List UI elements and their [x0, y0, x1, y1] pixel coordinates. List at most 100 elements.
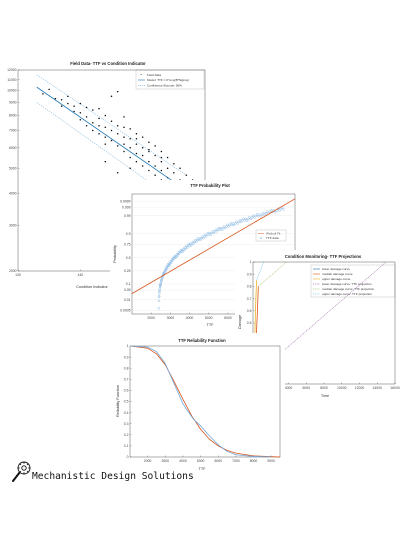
ttf-probability-ylabel: Probability	[113, 245, 117, 263]
field-data-point	[141, 147, 144, 149]
ttf-data-point	[244, 217, 248, 221]
ttf-data-point	[173, 255, 177, 258]
field-data-point	[160, 150, 163, 153]
field-data-point	[148, 160, 150, 163]
empirical-reliability-curve	[129, 345, 272, 458]
ttf-data-point	[234, 222, 237, 225]
legend-label-field-data: Field Data	[147, 73, 161, 77]
ttf-data-point	[209, 233, 213, 236]
ttf-data-point	[157, 295, 161, 298]
ttf-data-point	[169, 260, 172, 263]
field-data-point	[148, 148, 150, 151]
ttf-data-point	[266, 210, 269, 213]
x-tick-label: 2000	[147, 316, 155, 320]
ttf-data-point	[230, 223, 234, 227]
y-tick-label: 0.5	[124, 400, 129, 404]
y-tick-label: 0.9	[247, 272, 252, 276]
ttf-data-point	[270, 209, 273, 212]
ttf-data-point	[238, 219, 242, 222]
y-tick-label: 8000	[9, 114, 17, 118]
field-data-point	[110, 95, 113, 97]
field-data-point	[116, 90, 119, 93]
median-projection-line	[258, 261, 287, 287]
field-data-point	[116, 125, 119, 127]
y-tick-label: 4000	[9, 191, 17, 195]
field-data-point	[92, 121, 94, 124]
x-tick-label: 8000	[320, 386, 328, 390]
x-tick-label: 4000	[179, 459, 187, 463]
field-data-point	[135, 143, 138, 145]
ttf-data-point	[179, 248, 182, 252]
field-data-point	[60, 99, 63, 101]
reliability-svg: TTF Reliability Function TTF Reliability…	[116, 338, 281, 471]
ttf-data-point	[271, 210, 274, 214]
legend-marker-field-data: •	[140, 73, 141, 77]
y-tick-label: 1	[127, 344, 129, 348]
condition-monitoring-xlabel: Time	[321, 394, 329, 398]
field-data-point	[135, 152, 138, 155]
y-tick-label: 0.999	[122, 205, 131, 209]
reliability-chart: TTF Reliability Function TTF Reliability…	[110, 333, 285, 473]
ttf-data-point	[232, 223, 236, 227]
y-tick-label: 0.8	[124, 366, 129, 370]
reliability-ylabel: Reliability Function	[116, 385, 120, 417]
field-data-point	[154, 145, 156, 147]
x-tick-label: 8000	[250, 459, 258, 463]
legend-label-lower-proj: lower damage curve: TTF projection	[322, 282, 372, 286]
field-data-point	[179, 167, 181, 169]
ttf-data-point	[220, 228, 224, 231]
y-tick-label: 11000	[7, 78, 16, 82]
ttf-data-point	[243, 219, 246, 222]
field-data-title: Field Data- TTF vs Condition Indicator	[70, 61, 146, 66]
field-data-point	[173, 163, 175, 165]
field-data-point	[104, 114, 107, 117]
field-data-point	[154, 154, 156, 157]
y-tick-label: 0.99	[124, 214, 131, 218]
gear-hub	[21, 465, 27, 471]
field-data-point	[60, 105, 63, 107]
upper-confidence-bound	[36, 74, 187, 176]
y-tick-label: 7000	[9, 129, 17, 133]
brand-name: Mechanistic Design Solutions	[32, 471, 194, 482]
field-data-point	[48, 88, 50, 91]
y-tick-label: 1	[250, 260, 252, 264]
ttf-data-point	[228, 223, 231, 227]
field-data-point	[73, 105, 75, 107]
field-data-point	[67, 102, 69, 105]
legend-label-median-proj: median damage curve: TTF projection	[322, 287, 374, 291]
x-tick-label: 140	[77, 273, 83, 277]
field-data-point	[154, 174, 156, 176]
ttf-data-point	[158, 292, 161, 295]
y-tick-label: 0.6	[247, 309, 252, 313]
x-tick-label: 5000	[197, 459, 205, 463]
y-tick-label: 0.5	[126, 256, 131, 260]
ttf-data-point	[224, 226, 227, 230]
x-tick-label: 130	[15, 273, 21, 277]
ttf-data-point	[237, 220, 240, 224]
field-data-point	[166, 156, 169, 159]
legend-marker-ttf-data	[259, 236, 263, 240]
field-data-point	[116, 172, 119, 174]
ttf-data-point	[245, 219, 249, 222]
ttf-data-point	[260, 213, 264, 216]
ttf-data-point	[235, 220, 238, 223]
y-tick-label: 0.9	[124, 355, 129, 359]
field-data-point	[123, 150, 125, 153]
field-data-legend: • Field Data Model: TTF = K*exp(B*Sigma)…	[135, 69, 205, 90]
field-data-point	[123, 143, 125, 145]
ttf-data-point	[282, 208, 285, 211]
condition-monitoring-title: Condition Monitoring- TTF Projections	[285, 254, 362, 259]
ttf-data-point	[226, 223, 229, 227]
ttf-data-point	[158, 289, 161, 293]
field-data-point	[85, 125, 88, 127]
ttf-data-point	[236, 222, 239, 225]
y-tick-label: 3000	[9, 224, 17, 228]
y-tick-label: 0.25	[124, 269, 131, 273]
legend-label-model: Model: TTF = K*exp(B*Sigma)	[147, 78, 189, 82]
x-tick-label: 2000	[144, 459, 152, 463]
magnifier-gear-icon	[12, 461, 31, 482]
ttf-data-point	[268, 210, 272, 213]
ttf-data-point	[159, 281, 163, 284]
field-data-point	[79, 119, 82, 121]
field-data-point	[123, 126, 125, 129]
